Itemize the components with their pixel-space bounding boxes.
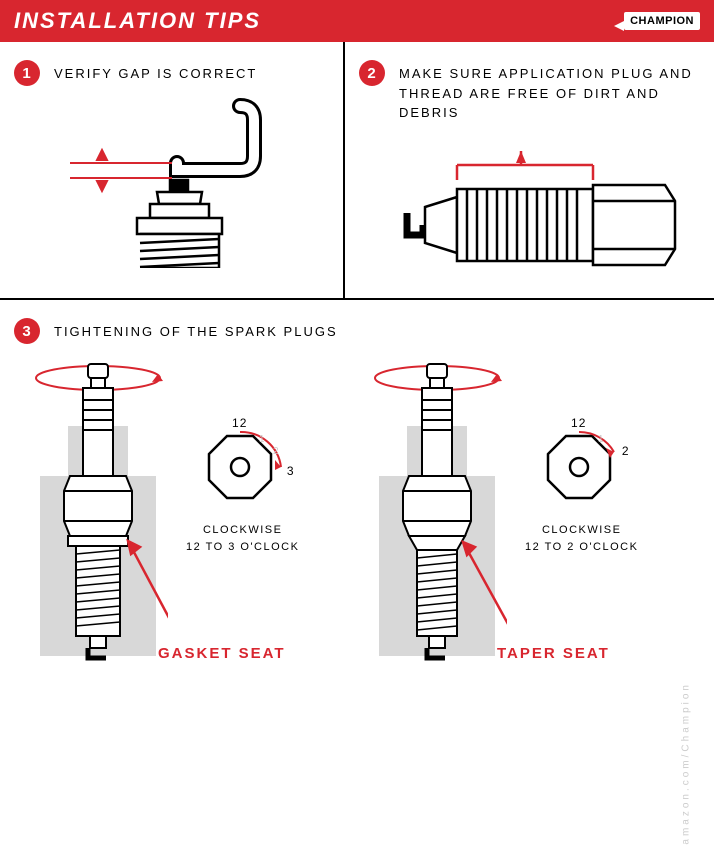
taper-spark-plug bbox=[367, 356, 507, 666]
watermark: amazon.com/Champion bbox=[681, 682, 692, 845]
header-bar: INSTALLATION TIPS CHAMPION bbox=[0, 0, 714, 42]
gasket-spark-plug bbox=[28, 356, 168, 666]
tightening-diagrams: 12 1 2 3 CLOCKWISE 12 TO 3 O'CLOCK GA bbox=[14, 356, 700, 666]
gap-diagram bbox=[14, 98, 329, 268]
step-3-header: 3 Tightening of the spark plugs bbox=[14, 318, 700, 344]
step-1-number: 1 bbox=[14, 60, 40, 86]
taper-seat-label: TAPER SEAT bbox=[497, 645, 610, 662]
gasket-clockwise-text: CLOCKWISE 12 TO 3 O'CLOCK bbox=[186, 522, 299, 555]
top-row: 1 Verify gap is correct bbox=[0, 42, 714, 300]
svg-text:1: 1 bbox=[598, 434, 605, 445]
svg-text:1: 1 bbox=[259, 434, 266, 445]
gasket-octagon: 1 2 bbox=[195, 430, 290, 510]
taper-clockwise-text: CLOCKWISE 12 TO 2 O'CLOCK bbox=[525, 522, 638, 555]
brand-logo: CHAMPION bbox=[624, 12, 700, 30]
thread-diagram bbox=[359, 135, 700, 285]
sparkplug-side-illustration bbox=[375, 135, 685, 285]
gasket-seat-block: 12 1 2 3 CLOCKWISE 12 TO 3 O'CLOCK GA bbox=[28, 356, 347, 666]
step-1-panel: 1 Verify gap is correct bbox=[0, 42, 345, 298]
step-2-number: 2 bbox=[359, 60, 385, 86]
step-2-text: Make sure application plug and thread ar… bbox=[399, 60, 700, 123]
gasket-seat-label: GASKET SEAT bbox=[158, 645, 286, 662]
gasket-rotation: 12 1 2 3 CLOCKWISE 12 TO 3 O'CLOCK bbox=[186, 416, 299, 666]
step-1-header: 1 Verify gap is correct bbox=[14, 60, 329, 86]
gasket-clock-3: 3 bbox=[287, 464, 295, 478]
sparkplug-gap-illustration bbox=[42, 98, 302, 268]
taper-clock-12: 12 bbox=[571, 416, 586, 430]
taper-octagon: 1 bbox=[534, 430, 629, 510]
step-3-panel: 3 Tightening of the spark plugs bbox=[0, 300, 714, 684]
taper-rotation: 12 1 2 CLOCKWISE 12 TO 2 O'CLOCK bbox=[525, 416, 638, 666]
taper-clock-2: 2 bbox=[622, 444, 630, 458]
step-2-header: 2 Make sure application plug and thread … bbox=[359, 60, 700, 123]
step-1-text: Verify gap is correct bbox=[54, 60, 257, 84]
page-title: INSTALLATION TIPS bbox=[14, 8, 261, 34]
svg-text:2: 2 bbox=[273, 446, 280, 457]
gasket-clock-12: 12 bbox=[232, 416, 247, 430]
step-3-text: Tightening of the spark plugs bbox=[54, 318, 338, 342]
step-3-number: 3 bbox=[14, 318, 40, 344]
taper-seat-block: 12 1 2 CLOCKWISE 12 TO 2 O'CLOCK TAPER S… bbox=[367, 356, 686, 666]
step-2-panel: 2 Make sure application plug and thread … bbox=[345, 42, 714, 298]
